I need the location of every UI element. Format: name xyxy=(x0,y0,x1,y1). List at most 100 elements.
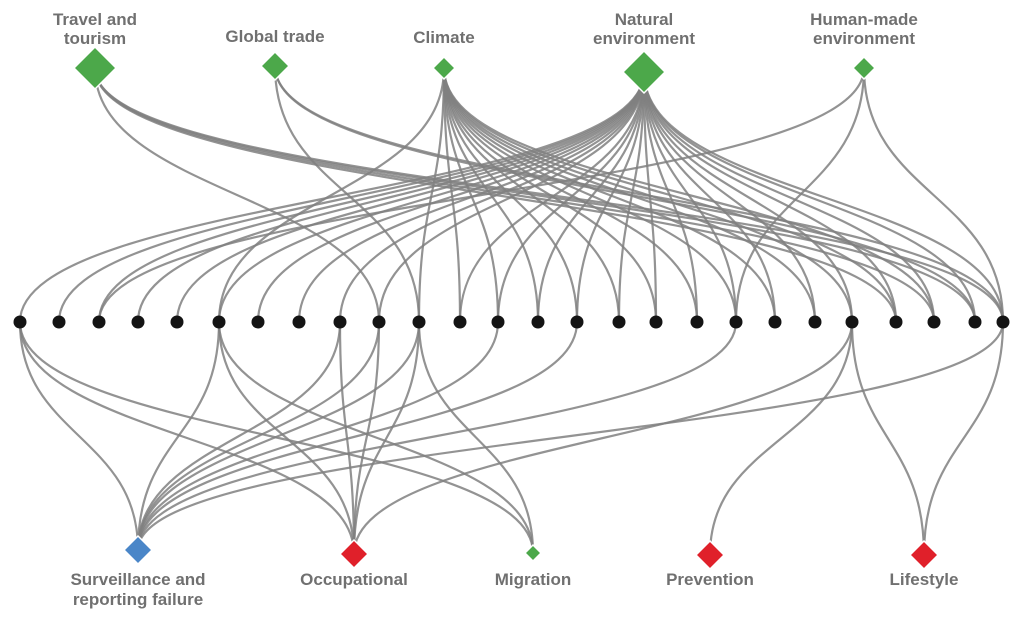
edge-node-21-to-lifestyle xyxy=(850,321,926,556)
edge-node-25-to-lifestyle xyxy=(922,321,1005,556)
edge-natural-to-node-15 xyxy=(617,71,646,323)
edge-climate-to-node-10 xyxy=(417,67,446,323)
edge-climate-to-node-5 xyxy=(217,67,446,323)
edge-natural-to-node-18 xyxy=(642,71,738,323)
top-label-travel-line-2: tourism xyxy=(64,29,126,48)
bottom-node-lifestyle xyxy=(908,539,940,571)
top-label-natural-line-2: environment xyxy=(593,29,695,48)
edge-natural-to-node-6 xyxy=(256,71,646,323)
middle-node-17 xyxy=(690,315,704,329)
edge-node-21-to-occupational xyxy=(352,321,854,555)
edge-natural-to-node-4 xyxy=(175,71,646,323)
edge-natural-to-node-22 xyxy=(642,71,898,323)
edge-node-21-to-prevention xyxy=(708,321,854,556)
middle-node-15 xyxy=(612,315,626,329)
edge-climate-to-node-12 xyxy=(442,67,500,323)
middle-node-19 xyxy=(768,315,782,329)
top-node-travel xyxy=(72,45,118,91)
bottom-node-surveillance xyxy=(122,534,154,566)
edge-natural-to-node-9 xyxy=(377,71,646,323)
edge-natural-to-node-25 xyxy=(642,71,1005,323)
edge-climate-to-node-11 xyxy=(442,67,462,323)
edge-climate-to-node-13 xyxy=(442,67,540,323)
bottom-node-migration xyxy=(523,543,543,563)
edge-natural-to-node-5 xyxy=(217,71,646,323)
edge-node-10-to-surveillance xyxy=(136,321,421,551)
edge-natural-to-node-21 xyxy=(642,71,854,323)
middle-node-13 xyxy=(531,315,545,329)
bottom-label-lifestyle: Lifestyle xyxy=(890,570,959,589)
middle-node-0 xyxy=(13,315,27,329)
edge-natural-to-node-8 xyxy=(338,71,646,323)
edge-human-to-node-25 xyxy=(862,67,1005,323)
edge-natural-to-node-19 xyxy=(642,71,777,323)
middle-node-18 xyxy=(729,315,743,329)
edge-node-8-to-surveillance xyxy=(136,321,342,551)
edge-node-25-to-surveillance xyxy=(136,321,1005,551)
edge-climate-to-node-15 xyxy=(442,67,621,323)
middle-node-22 xyxy=(889,315,903,329)
middle-node-12 xyxy=(491,315,505,329)
edge-climate-to-node-18 xyxy=(442,67,738,323)
middle-node-5 xyxy=(212,315,226,329)
edges-layer xyxy=(18,65,1005,556)
edge-natural-to-node-16 xyxy=(642,71,658,323)
edge-node-0-to-surveillance xyxy=(18,321,140,551)
edge-node-18-to-surveillance xyxy=(136,321,738,551)
edge-node-5-to-occupational xyxy=(217,321,356,555)
edge-climate-to-node-14 xyxy=(442,67,579,323)
edge-node-9-to-occupational xyxy=(352,321,381,555)
middle-nodes-layer xyxy=(13,315,1010,329)
top-node-natural xyxy=(621,49,667,95)
edge-climate-to-node-17 xyxy=(442,67,699,323)
edge-natural-to-node-2 xyxy=(97,71,646,323)
top-node-trade xyxy=(259,50,291,82)
top-node-human xyxy=(851,55,877,81)
edge-node-0-to-occupational xyxy=(18,321,356,555)
edge-node-5-to-migration xyxy=(217,321,535,554)
middle-node-11 xyxy=(453,315,467,329)
middle-node-8 xyxy=(333,315,347,329)
middle-node-10 xyxy=(412,315,426,329)
middle-node-14 xyxy=(570,315,584,329)
middle-node-2 xyxy=(92,315,106,329)
bottom-label-surveillance-line-2: reporting failure xyxy=(73,590,203,609)
top-node-climate xyxy=(431,55,457,81)
edge-node-5-to-surveillance xyxy=(136,321,221,551)
bottom-label-occupational: Occupational xyxy=(300,570,408,589)
middle-node-21 xyxy=(845,315,859,329)
edge-natural-to-node-23 xyxy=(642,71,936,323)
edge-node-9-to-surveillance xyxy=(136,321,381,551)
middle-node-3 xyxy=(131,315,145,329)
edge-human-to-node-2 xyxy=(97,67,866,323)
middle-node-24 xyxy=(968,315,982,329)
bottom-node-occupational xyxy=(338,538,370,570)
edge-natural-to-node-1 xyxy=(57,71,646,323)
top-label-travel-line-1: Travel and xyxy=(53,10,137,29)
edge-natural-to-node-0 xyxy=(18,71,646,323)
middle-node-9 xyxy=(372,315,386,329)
top-label-climate: Climate xyxy=(413,28,474,47)
middle-node-25 xyxy=(996,315,1010,329)
bottom-label-prevention: Prevention xyxy=(666,570,754,589)
middle-node-6 xyxy=(251,315,265,329)
middle-node-16 xyxy=(649,315,663,329)
edge-natural-to-node-20 xyxy=(642,71,817,323)
edge-natural-to-node-3 xyxy=(136,71,646,323)
edge-travel-to-node-9 xyxy=(93,67,381,323)
edge-natural-to-node-12 xyxy=(496,71,646,323)
edge-natural-to-node-17 xyxy=(642,71,699,323)
top-label-trade: Global trade xyxy=(225,27,324,46)
top-label-human-line-1: Human-made xyxy=(810,10,918,29)
edge-climate-to-node-16 xyxy=(442,67,658,323)
middle-node-20 xyxy=(808,315,822,329)
edge-natural-to-node-11 xyxy=(458,71,646,323)
edge-natural-to-node-13 xyxy=(536,71,646,323)
bottom-label-migration: Migration xyxy=(495,570,572,589)
edge-node-14-to-surveillance xyxy=(136,321,579,551)
edge-human-to-node-18 xyxy=(734,67,866,323)
